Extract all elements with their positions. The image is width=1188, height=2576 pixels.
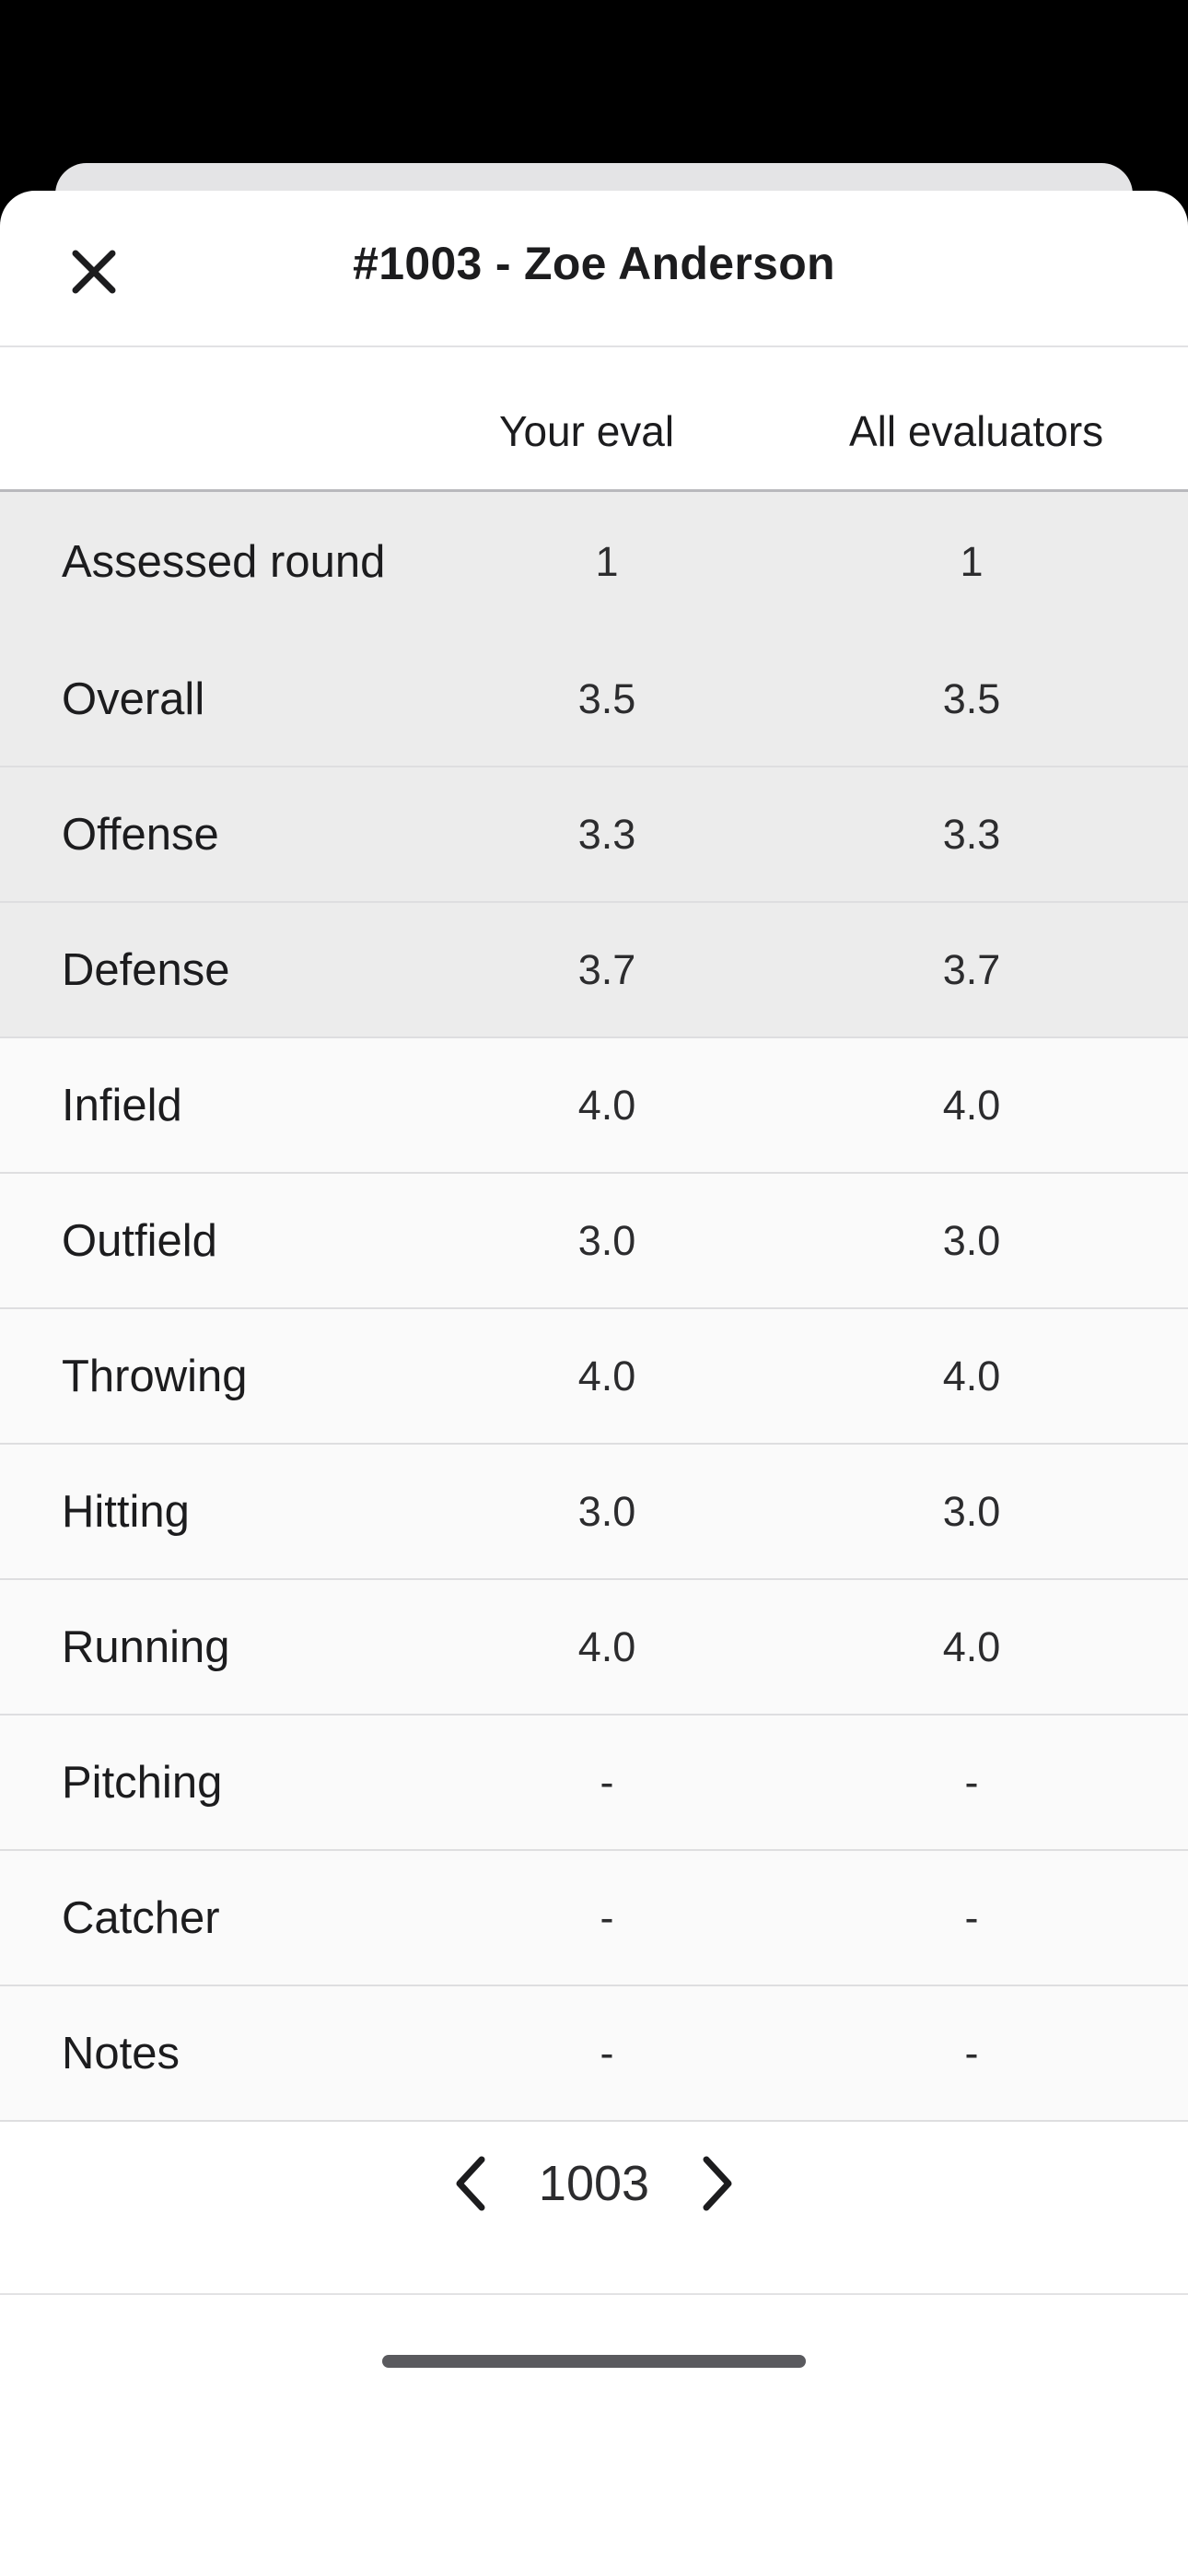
footer-divider bbox=[0, 2122, 1188, 2295]
row-label: Assessed round bbox=[62, 537, 386, 587]
table-row: Notes - - bbox=[0, 1986, 1188, 2122]
table-row: Overall 3.5 3.5 bbox=[0, 632, 1188, 767]
your-eval-value: 3.0 bbox=[577, 1216, 636, 1264]
your-eval-value: 1 bbox=[595, 538, 619, 585]
table-row: Running 4.0 4.0 bbox=[0, 1580, 1188, 1715]
row-label: Pitching bbox=[62, 1757, 223, 1808]
eval-table: Assessed round 1 1 Overall 3.5 3.5 Offen… bbox=[0, 492, 1188, 2122]
row-label: Defense bbox=[62, 944, 230, 995]
your-eval-value: 3.3 bbox=[577, 810, 636, 858]
all-evaluators-value: 3.5 bbox=[942, 674, 1001, 722]
row-label: Running bbox=[62, 1622, 230, 1672]
your-eval-value: 3.0 bbox=[577, 1487, 636, 1535]
table-row: Pitching - - bbox=[0, 1715, 1188, 1851]
row-label: Catcher bbox=[62, 1892, 220, 1943]
column-header-all-evaluators: All evaluators bbox=[849, 407, 1104, 455]
next-player-button[interactable] bbox=[681, 2147, 754, 2220]
table-header: Your eval All evaluators bbox=[0, 347, 1188, 492]
all-evaluators-value: 1 bbox=[960, 538, 984, 585]
row-label: Infield bbox=[62, 1080, 182, 1130]
table-row: Throwing 4.0 4.0 bbox=[0, 1309, 1188, 1445]
all-evaluators-value: 4.0 bbox=[942, 1352, 1001, 1399]
row-label: Throwing bbox=[62, 1351, 248, 1401]
all-evaluators-value: - bbox=[964, 2029, 979, 2077]
all-evaluators-value: 3.7 bbox=[942, 945, 1001, 993]
your-eval-value: 3.7 bbox=[577, 945, 636, 993]
your-eval-value: - bbox=[600, 1893, 614, 1941]
table-row: Hitting 3.0 3.0 bbox=[0, 1445, 1188, 1580]
all-evaluators-value: 3.0 bbox=[942, 1487, 1001, 1535]
your-eval-value: - bbox=[600, 2029, 614, 2077]
table-row: Defense 3.7 3.7 bbox=[0, 903, 1188, 1038]
table-row: Outfield 3.0 3.0 bbox=[0, 1174, 1188, 1309]
all-evaluators-value: 3.3 bbox=[942, 810, 1001, 858]
row-label: Notes bbox=[62, 2028, 181, 2078]
all-evaluators-value: 4.0 bbox=[942, 1622, 1001, 1670]
your-eval-value: - bbox=[600, 1758, 614, 1806]
player-eval-sheet: #1003 - Zoe Anderson Your eval All evalu… bbox=[0, 191, 1188, 2576]
all-evaluators-value: - bbox=[964, 1758, 979, 1806]
all-evaluators-value: - bbox=[964, 1893, 979, 1941]
row-label: Outfield bbox=[62, 1215, 217, 1266]
close-icon bbox=[72, 250, 116, 294]
row-label: Overall bbox=[62, 673, 205, 724]
sheet-header: #1003 - Zoe Anderson bbox=[0, 191, 1188, 347]
your-eval-value: 4.0 bbox=[577, 1622, 636, 1670]
player-number: 1003 bbox=[538, 2156, 650, 2211]
column-header-your-eval: Your eval bbox=[499, 407, 675, 455]
your-eval-value: 4.0 bbox=[577, 1352, 636, 1399]
pager: 1003 bbox=[0, 2147, 1188, 2220]
all-evaluators-value: 3.0 bbox=[942, 1216, 1001, 1264]
close-button[interactable] bbox=[57, 235, 131, 309]
your-eval-value: 3.5 bbox=[577, 674, 636, 722]
chevron-left-icon bbox=[456, 2156, 485, 2211]
your-eval-value: 4.0 bbox=[577, 1081, 636, 1129]
row-label: Hitting bbox=[62, 1486, 190, 1537]
chevron-right-icon bbox=[703, 2156, 732, 2211]
table-row: Infield 4.0 4.0 bbox=[0, 1038, 1188, 1174]
previous-player-button[interactable] bbox=[434, 2147, 507, 2220]
row-label: Offense bbox=[62, 809, 219, 860]
all-evaluators-value: 4.0 bbox=[942, 1081, 1001, 1129]
table-row: Assessed round 1 1 bbox=[0, 492, 1188, 632]
table-row: Catcher - - bbox=[0, 1851, 1188, 1986]
home-indicator[interactable] bbox=[382, 2355, 806, 2368]
table-row: Offense 3.3 3.3 bbox=[0, 767, 1188, 903]
page-title: #1003 - Zoe Anderson bbox=[353, 238, 835, 289]
